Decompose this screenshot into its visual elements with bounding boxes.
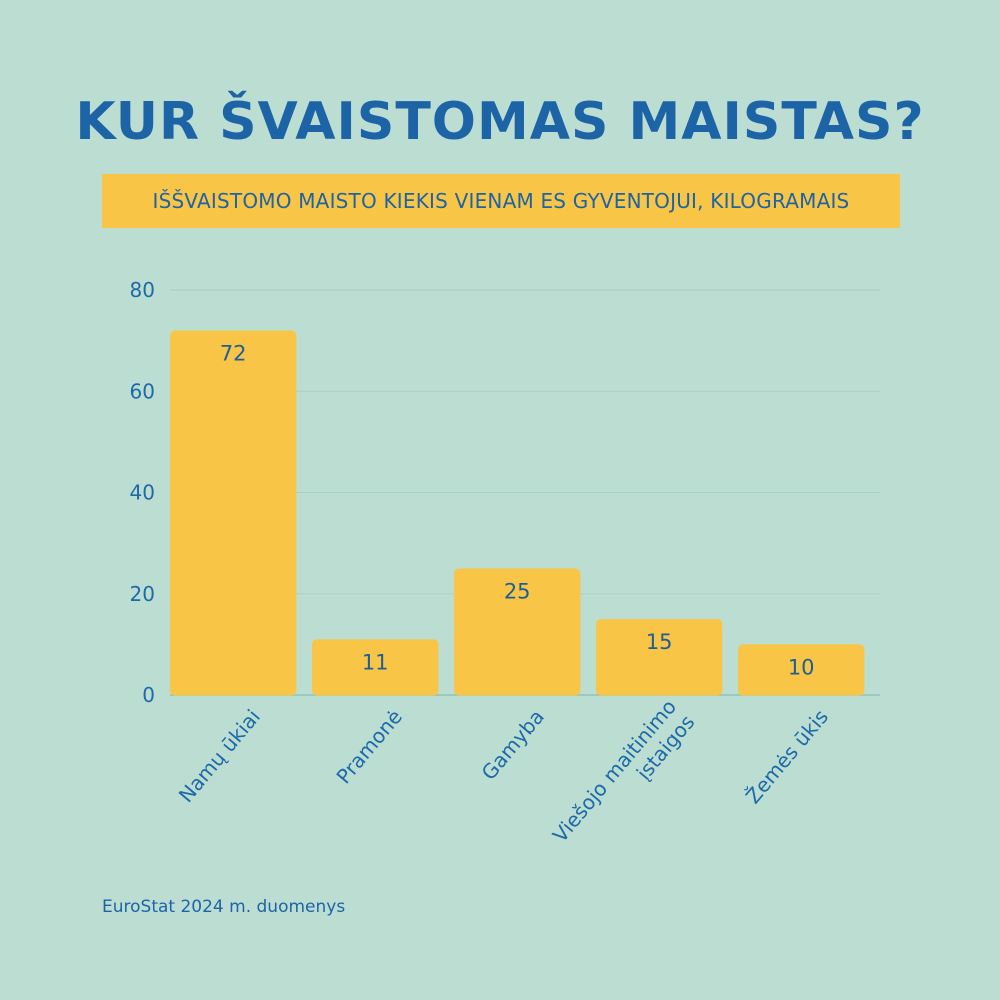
x-category-label: Žemės ūkis (741, 705, 833, 808)
bar (454, 568, 581, 696)
x-category-label: Namų ūkiai (174, 705, 265, 807)
x-category-label-line: Žemės ūkis (741, 705, 833, 808)
y-tick-label: 80 (130, 278, 155, 302)
x-category-label-line: Gamyba (477, 705, 549, 785)
chart-subtitle: IŠŠVAISTOMO MAISTO KIEKIS VIENAM ES GYVE… (102, 174, 900, 228)
y-tick-label: 0 (142, 683, 155, 707)
chart-title: KUR ŠVAISTOMAS MAISTAS? (75, 92, 925, 152)
y-tick-label: 20 (130, 582, 155, 606)
y-tick-label: 40 (130, 481, 155, 505)
bar (312, 639, 439, 696)
bar-value-label: 25 (504, 579, 531, 603)
x-category-label: Gamyba (477, 705, 549, 785)
y-tick-label: 60 (130, 379, 155, 403)
bar-value-label: 10 (788, 655, 815, 679)
x-category-label-line: Namų ūkiai (174, 705, 265, 807)
bar (596, 619, 723, 696)
source-note: EuroStat 2024 m. duomenys (102, 897, 346, 917)
x-category-label-line: Pramonė (331, 705, 407, 789)
bar-value-label: 15 (646, 630, 673, 654)
x-category-label: Viešojo maitinimoįstaigos (548, 695, 700, 863)
bar-value-label: 11 (362, 650, 389, 674)
bar (738, 644, 865, 696)
x-category-label: Pramonė (331, 705, 407, 789)
bar-value-label: 72 (220, 342, 247, 366)
bar (170, 330, 297, 696)
